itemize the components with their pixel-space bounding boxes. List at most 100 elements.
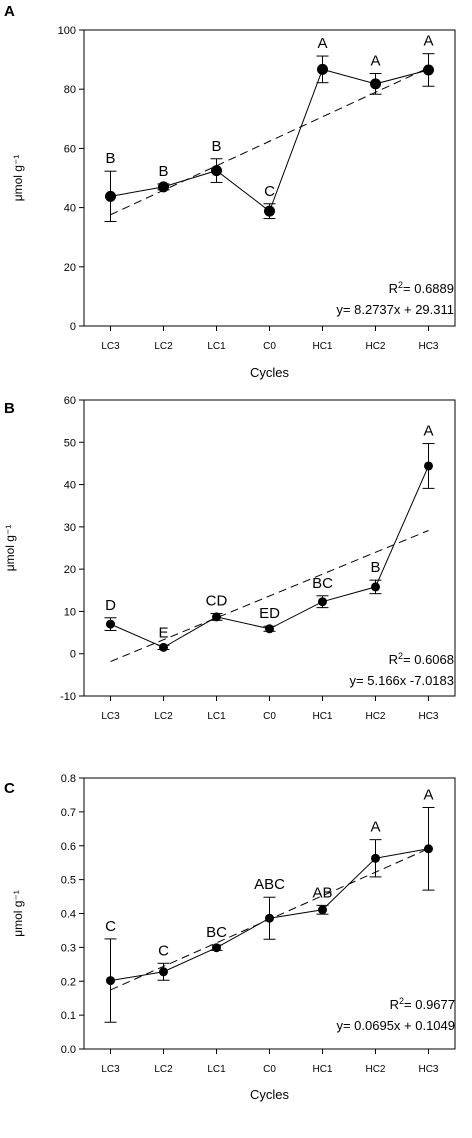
chart-panel-a: A 0 20 40 60 80 100 LC3 LC2 LC1 C0 HC1 HC2 HC3 μmol g⁻… xyxy=(4,3,456,380)
x-tick-label: HC1 xyxy=(312,711,332,722)
data-point xyxy=(212,612,221,622)
regression-equation: y= 8.2737x + 29.311 xyxy=(336,302,454,317)
data-point xyxy=(424,461,433,471)
x-tick-label: LC2 xyxy=(154,341,173,352)
x-tick-label: HC2 xyxy=(365,341,385,352)
panel-label: A xyxy=(4,3,15,20)
y-tick-label: 0.2 xyxy=(61,976,76,988)
x-tick-label: LC3 xyxy=(101,1064,120,1075)
data-point xyxy=(106,976,115,986)
x-tick-label: LC1 xyxy=(207,1064,226,1075)
data-point xyxy=(371,853,380,863)
significance-letter: C xyxy=(264,183,275,200)
y-tick-label: 0.8 xyxy=(61,773,76,785)
y-tick-label: 10 xyxy=(64,606,76,618)
y-axis-label: μmol g⁻¹ xyxy=(11,890,25,937)
data-point xyxy=(105,190,116,202)
significance-letter: A xyxy=(317,35,327,52)
significance-letter: E xyxy=(158,624,168,641)
panel-label: C xyxy=(4,780,15,797)
significance-letter: BC xyxy=(312,575,333,592)
x-tick-label: HC1 xyxy=(312,341,332,352)
x-tick-label: HC2 xyxy=(365,711,385,722)
data-point xyxy=(370,78,381,90)
data-point xyxy=(424,844,433,854)
y-tick-label: 100 xyxy=(58,25,76,37)
significance-letter: C xyxy=(105,918,116,935)
x-axis-label: Cycles xyxy=(250,365,290,380)
x-tick-label: HC3 xyxy=(418,341,438,352)
significance-letter: A xyxy=(423,33,433,50)
y-tick-label: 60 xyxy=(64,143,76,155)
y-tick-label: 80 xyxy=(64,84,76,96)
significance-letter: D xyxy=(105,597,116,614)
significance-letter: B xyxy=(211,138,221,155)
significance-letter: B xyxy=(105,150,115,167)
x-tick-label: LC3 xyxy=(101,711,120,722)
x-tick-label: LC1 xyxy=(207,711,226,722)
data-point xyxy=(317,63,328,75)
r-squared-label: R2= 0.6068 xyxy=(389,651,454,667)
significance-letter: A xyxy=(423,423,433,440)
x-tick-label: LC2 xyxy=(154,1064,173,1075)
significance-letter: B xyxy=(158,163,168,180)
significance-letter: A xyxy=(370,53,380,70)
data-point xyxy=(158,181,169,193)
x-tick-label: HC3 xyxy=(418,1064,438,1075)
data-point xyxy=(106,619,115,629)
y-tick-label: 0.7 xyxy=(61,807,76,819)
y-tick-label: 40 xyxy=(64,203,76,215)
y-tick-label: 60 xyxy=(64,395,76,407)
x-tick-label: LC1 xyxy=(207,341,226,352)
r-squared-label: R2= 0.6889 xyxy=(389,280,454,296)
data-point xyxy=(211,165,222,177)
significance-letter: CD xyxy=(206,593,228,610)
chart-panel-c: C 0.0 0.1 0.2 0.3 0.4 0.5 0.6 0.7 0.8 LC3 LC2 LC1 C0 H… xyxy=(4,773,456,1102)
data-point xyxy=(265,624,274,634)
y-tick-label: 0 xyxy=(70,649,76,661)
y-tick-label: 20 xyxy=(64,262,76,274)
significance-letter: ABC xyxy=(254,876,285,893)
x-tick-label: C0 xyxy=(263,1064,276,1075)
data-point xyxy=(423,64,434,76)
data-point xyxy=(318,597,327,607)
data-point xyxy=(318,905,327,915)
significance-letter: AB xyxy=(312,884,332,901)
data-point xyxy=(212,943,221,953)
trend-line xyxy=(110,530,429,663)
regression-equation: y= 5.166x -7.0183 xyxy=(350,673,454,688)
significance-letter: ED xyxy=(259,605,280,622)
x-axis-label: Cycles xyxy=(250,1087,290,1102)
y-tick-label: 30 xyxy=(64,522,76,534)
y-tick-label: 0.6 xyxy=(61,841,76,853)
data-point xyxy=(159,967,168,977)
x-tick-label: LC3 xyxy=(101,341,120,352)
y-tick-label: 0 xyxy=(70,321,76,333)
data-point xyxy=(371,582,380,592)
y-tick-label: 40 xyxy=(64,480,76,492)
significance-letter: C xyxy=(158,942,169,959)
x-tick-label: C0 xyxy=(263,341,276,352)
x-tick-label: LC2 xyxy=(154,711,173,722)
y-tick-label: -10 xyxy=(60,691,76,703)
data-point xyxy=(265,913,274,923)
data-point xyxy=(264,205,275,217)
r-squared-label: R2= 0.9677 xyxy=(390,996,455,1012)
x-tick-label: HC2 xyxy=(365,1064,385,1075)
regression-equation: y= 0.0695x + 0.1049 xyxy=(336,1018,455,1033)
significance-letter: A xyxy=(423,786,433,803)
y-tick-label: 0.0 xyxy=(61,1044,76,1056)
y-tick-label: 20 xyxy=(64,564,76,576)
y-tick-label: 0.3 xyxy=(61,942,76,954)
x-tick-label: C0 xyxy=(263,711,276,722)
data-point xyxy=(159,642,168,652)
y-tick-label: 0.1 xyxy=(61,1010,76,1022)
chart-panel-b: B -10 0 10 20 30 40 50 60 LC3 LC2 LC1 C0 HC1 HC2 HC3 μmo… xyxy=(3,395,456,722)
panel-label: B xyxy=(4,400,15,417)
significance-letter: B xyxy=(370,559,380,576)
y-tick-label: 0.4 xyxy=(61,909,76,921)
x-tick-label: HC3 xyxy=(418,711,438,722)
significance-letter: BC xyxy=(206,924,227,941)
y-axis-label: μmol g⁻¹ xyxy=(3,525,17,572)
